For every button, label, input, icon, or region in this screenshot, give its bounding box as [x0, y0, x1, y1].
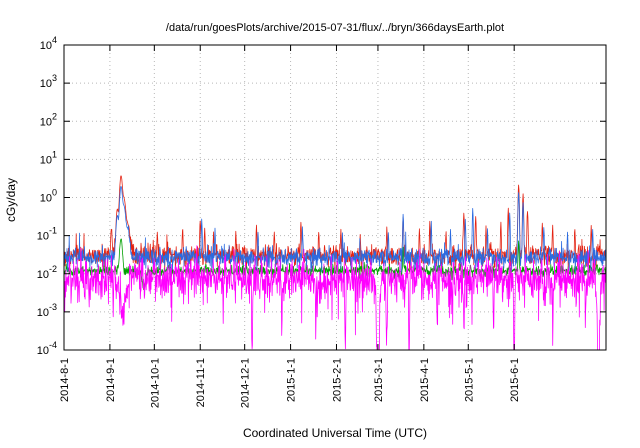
series-flux-magenta: [64, 245, 606, 350]
y-tick-label: 10-4: [37, 340, 57, 357]
x-tick-label: 2014-11-1: [195, 358, 207, 407]
y-tick-label: 103: [40, 73, 57, 90]
x-tick-label: 2015-3-1: [373, 358, 385, 402]
y-tick-label: 10-2: [37, 264, 57, 281]
y-tick-label: 101: [40, 149, 57, 166]
plot-title: /data/run/goesPlots/archive/2015-07-31/f…: [166, 22, 504, 34]
y-tick-label: 100: [40, 188, 57, 205]
x-tick-label: 2014-10-1: [149, 358, 161, 408]
grid-lines: [64, 44, 606, 351]
y-tick-label: 10-1: [37, 226, 57, 243]
x-tick-label: 2014-12-1: [240, 358, 252, 408]
x-tick-label: 2015-4-1: [419, 358, 431, 402]
y-tick-label: 10-3: [37, 302, 57, 319]
x-tick-label: 2014-9-1: [105, 358, 117, 402]
y-tick-label: 104: [40, 35, 57, 52]
data-series-lines: [64, 175, 606, 350]
series-flux-blue: [64, 185, 606, 274]
y-tick-label: 102: [40, 111, 57, 128]
x-tick-label: 2015-1-1: [286, 358, 298, 402]
x-tick-label: 2015-2-1: [331, 358, 343, 402]
x-tick-label: 2015-6-1: [509, 358, 521, 402]
x-tick-label: 2014-8-1: [59, 358, 71, 402]
x-axis-label: Coordinated Universal Time (UTC): [243, 426, 427, 440]
x-tick-label: 2015-5-1: [463, 358, 475, 402]
y-axis-label: cGy/day: [4, 178, 18, 222]
